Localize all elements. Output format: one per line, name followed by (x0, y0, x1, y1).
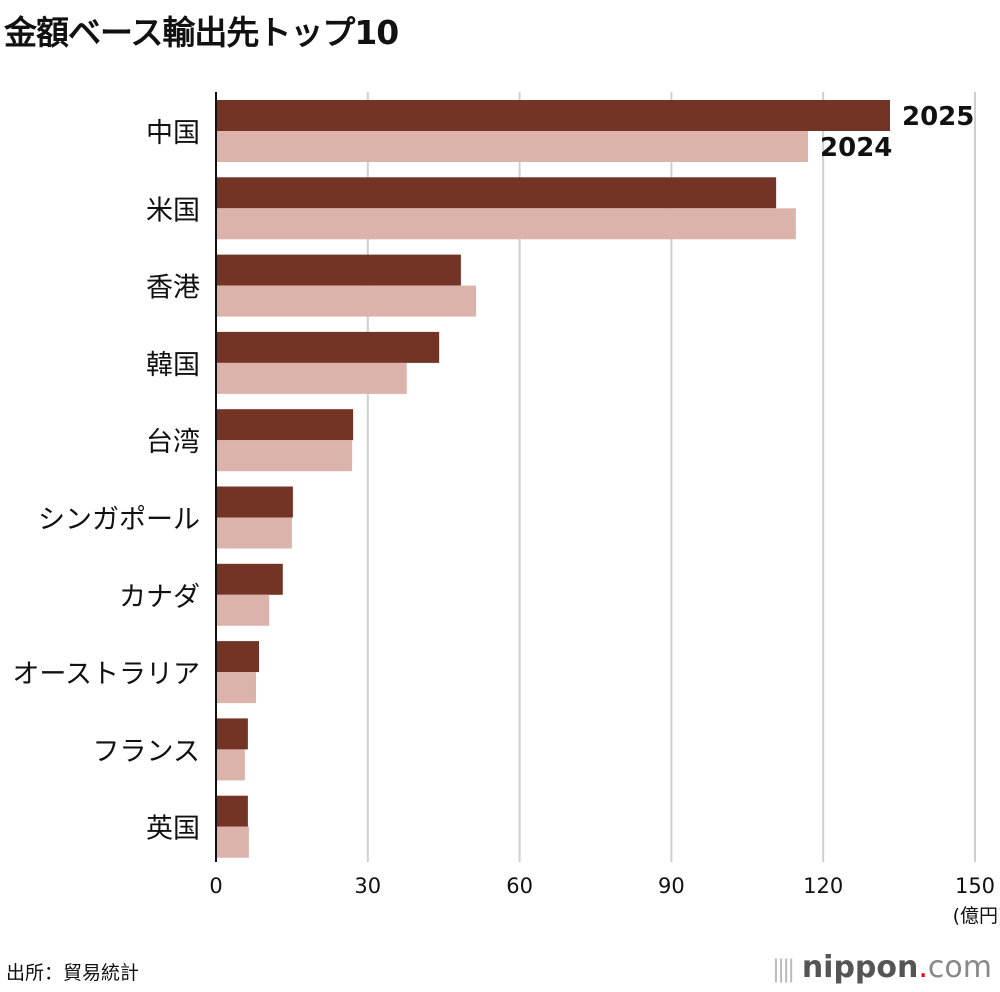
bar-2025 (216, 177, 777, 209)
bar-2025 (216, 641, 260, 673)
bar-2024 (216, 826, 249, 858)
x-tick-label: 30 (354, 874, 381, 898)
category-label: カナダ (119, 582, 200, 613)
category-label: 英国 (146, 814, 200, 845)
category-label: オーストラリア (12, 659, 200, 690)
bar-2024 (216, 594, 270, 626)
logo-brand: nippon (801, 950, 919, 985)
bar-2024 (216, 440, 353, 472)
bar-2025 (216, 331, 440, 363)
chart-title: 金額ベース輸出先トップ10 (4, 13, 399, 52)
category-label: 中国 (146, 118, 200, 149)
logo-dot: . (918, 950, 928, 985)
x-tick-label: 0 (209, 874, 222, 898)
nippon-logo: |||| nippon.com (772, 950, 992, 985)
source-note: 出所：貿易統計 (6, 962, 140, 984)
bar-2024 (216, 672, 256, 704)
bar-2025 (216, 100, 890, 131)
series-label-2025: 2025 (902, 102, 974, 132)
category-label: 台湾 (146, 427, 200, 458)
bar-2024 (216, 208, 796, 240)
x-axis-unit: (億円) (953, 905, 1000, 927)
logo-bars-icon: |||| (771, 955, 795, 983)
bar-chart: 0 30 60 90 120 150 (億円) 中国米国香港韓国台湾シンガポールカナダオースト… (12, 92, 1000, 927)
x-tick-label: 150 (955, 874, 995, 898)
bar-2024 (216, 285, 477, 317)
bar-2025 (216, 795, 248, 827)
bar-2025 (216, 409, 354, 441)
x-tick-label: 120 (803, 874, 843, 898)
bar-2024 (216, 362, 407, 394)
bar-2025 (216, 718, 248, 750)
x-tick-label: 90 (658, 874, 685, 898)
category-label: 韓国 (146, 350, 200, 381)
category-label: フランス (93, 736, 200, 767)
category-label: 香港 (146, 273, 200, 304)
category-label: シンガポール (38, 505, 200, 536)
bar-2025 (216, 563, 283, 595)
bar-2024 (216, 749, 245, 781)
bar-2025 (216, 254, 461, 286)
x-tick-label: 60 (506, 874, 533, 898)
bar-2024 (216, 517, 292, 549)
category-label: 米国 (146, 195, 200, 226)
series-label-2024: 2024 (820, 133, 892, 163)
bar-2024 (216, 131, 809, 162)
logo-tld: com (927, 950, 992, 985)
bar-2025 (216, 486, 293, 518)
